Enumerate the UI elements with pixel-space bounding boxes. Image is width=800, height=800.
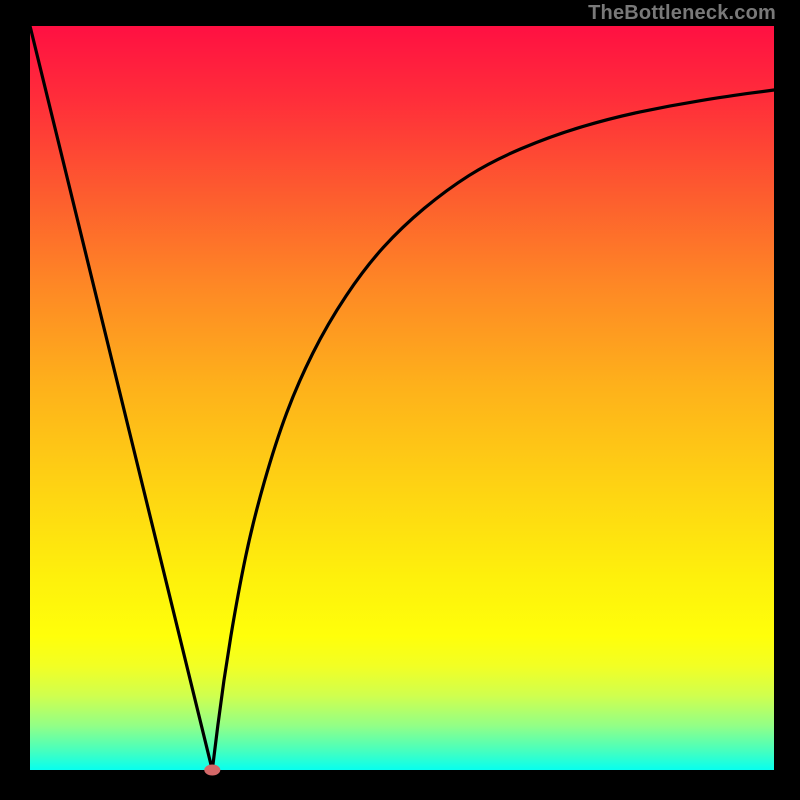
watermark-text: TheBottleneck.com (588, 2, 776, 25)
plot-gradient (30, 26, 774, 770)
chart-container: TheBottleneck.com (0, 0, 800, 800)
gradient-plot (0, 0, 800, 800)
min-marker (204, 765, 220, 776)
